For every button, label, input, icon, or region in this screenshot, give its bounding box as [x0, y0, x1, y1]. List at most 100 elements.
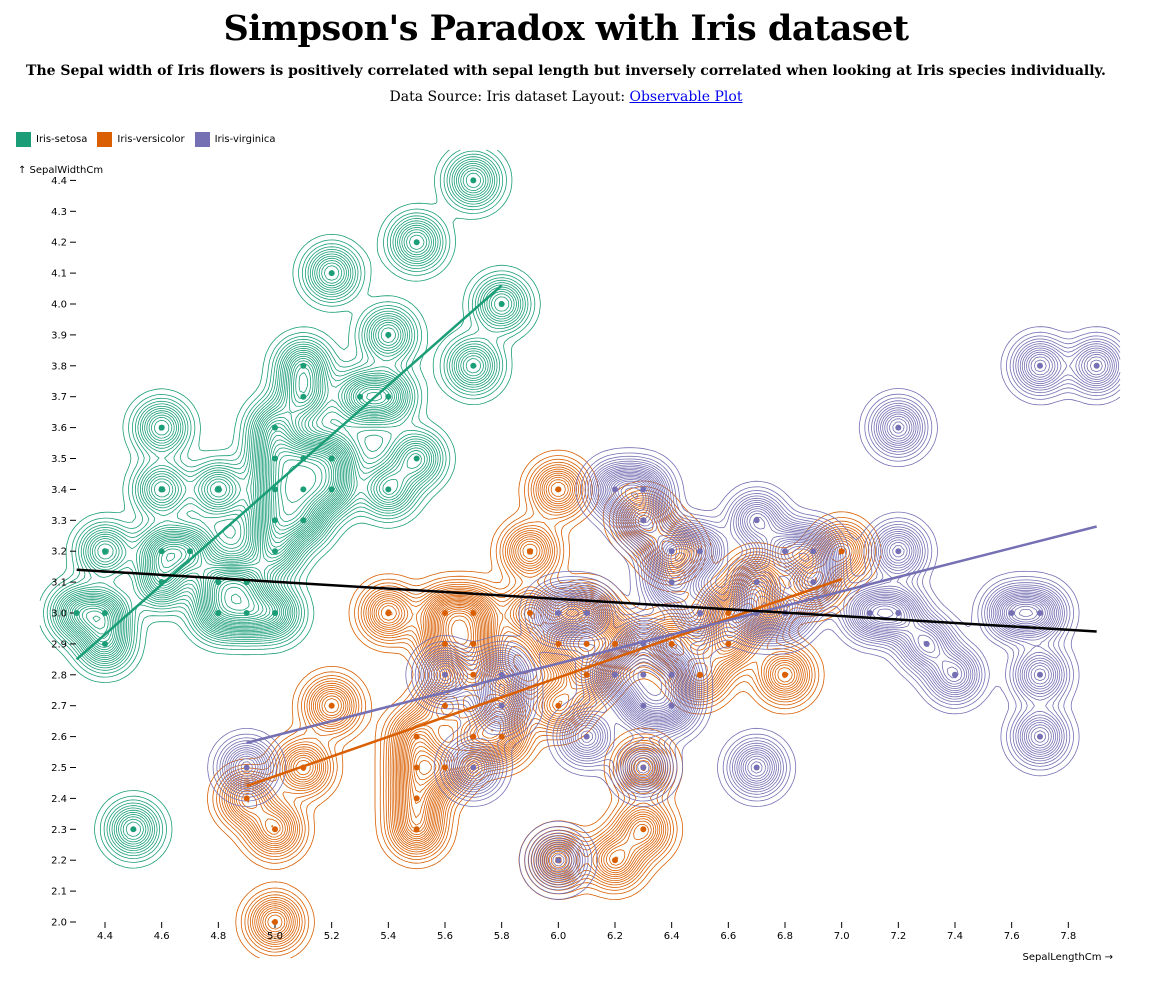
density-contour-line: [81, 435, 338, 635]
data-point: [838, 548, 845, 555]
density-contour-line: [58, 163, 519, 847]
data-point: [810, 579, 817, 586]
data-point: [271, 548, 278, 555]
data-point: [498, 301, 505, 307]
x-tick-label: 7.4: [947, 931, 963, 942]
data-point: [328, 702, 335, 709]
x-tick-label: 5.8: [494, 931, 510, 942]
legend-swatch-virginica: [194, 132, 210, 147]
data-point: [640, 764, 647, 771]
data-point: [328, 455, 335, 462]
density-contour-line: [207, 326, 1121, 900]
data-point: [555, 640, 562, 647]
data-point: [895, 610, 902, 616]
data-point: [725, 610, 732, 616]
data-point: [243, 795, 250, 802]
data-point: [781, 671, 788, 678]
y-tick-label: 3.7: [51, 392, 67, 403]
data-point: [413, 826, 420, 833]
y-tick-label: 3.8: [51, 361, 67, 372]
legend-label-versicolor: Iris-versicolor: [117, 134, 185, 145]
density-contour-line: [224, 455, 327, 611]
y-tick-label: 2.9: [51, 639, 67, 650]
density-contour-line: [46, 150, 532, 859]
data-point: [441, 610, 448, 616]
data-point: [441, 764, 448, 771]
y-tick-label: 4.0: [51, 300, 67, 311]
y-tick-label: 2.5: [51, 763, 67, 774]
data-point: [640, 486, 647, 493]
data-point: [300, 517, 307, 524]
data-point: [696, 610, 703, 616]
legend-item-setosa: Iris-setosa: [16, 132, 87, 147]
y-tick-label: 4.2: [51, 238, 67, 249]
data-point: [215, 579, 222, 586]
data-point: [781, 548, 788, 555]
axes: 2.0 2.1 2.2 2.3 2.4 2.5 2.6 2.7 2.8 2.9 3.0 3.1 3.2 3…: [51, 176, 1076, 942]
data-point: [413, 764, 420, 771]
data-point: [441, 671, 448, 678]
data-point: [158, 424, 165, 431]
data-point: [300, 362, 307, 369]
data-point: [1036, 733, 1043, 740]
density-contour-line: [637, 669, 663, 696]
data-point: [526, 548, 533, 555]
data-point: [1008, 610, 1015, 616]
data-point: [300, 393, 307, 400]
species-regression-line: [246, 525, 1097, 744]
data-point: [753, 517, 760, 524]
data-point: [271, 486, 278, 493]
y-tick-label: 3.6: [51, 423, 67, 434]
data-point: [186, 548, 193, 555]
data-point: [895, 548, 902, 555]
density-contour-line: [230, 349, 1113, 877]
y-tick-label: 2.8: [51, 670, 67, 681]
y-tick-label: 3.1: [51, 578, 67, 589]
observable-plot-link[interactable]: Observable Plot: [629, 89, 743, 105]
y-tick-label: 3.5: [51, 454, 67, 465]
x-axis-label: SepalLengthCm →: [1022, 952, 1113, 963]
data-point: [356, 393, 363, 400]
data-point: [526, 610, 533, 616]
legend-swatch-versicolor: [97, 132, 113, 147]
x-tick-label: 6.2: [607, 931, 623, 942]
data-point: [158, 486, 165, 493]
density-contour-line: [73, 366, 390, 646]
species-regression-line: [246, 577, 843, 788]
x-tick-label: 4.8: [210, 931, 226, 942]
data-point: [271, 826, 278, 833]
density-contour-line: [230, 459, 323, 605]
data-point: [611, 640, 618, 647]
data-point: [385, 610, 392, 616]
data-point: [215, 486, 222, 493]
density-contour-line: [219, 461, 870, 950]
data-source-text: Data Source: Iris dataset Layout:: [389, 89, 630, 105]
data-point: [555, 702, 562, 709]
data-point: [470, 733, 477, 740]
x-tick-label: 6.8: [777, 931, 793, 942]
data-point: [441, 640, 448, 647]
density-contour-line: [216, 335, 1121, 891]
data-point: [923, 640, 930, 647]
legend-item-virginica: Iris-virginica: [194, 132, 275, 147]
data-point: [753, 579, 760, 586]
y-tick-label: 2.4: [51, 794, 67, 805]
data-point: [73, 610, 80, 616]
data-point: [102, 548, 108, 555]
data-point: [1036, 362, 1043, 369]
y-tick-label: 4.3: [51, 207, 67, 218]
density-contour-line: [54, 158, 524, 851]
y-tick-label: 3.0: [51, 609, 67, 620]
data-point: [583, 640, 590, 647]
data-point: [1036, 610, 1043, 616]
data-point: [696, 671, 703, 678]
y-tick-label: 3.2: [51, 547, 67, 558]
x-tick-label: 6.6: [720, 931, 736, 942]
density-contour-line: [219, 338, 1121, 888]
data-point: [470, 671, 477, 678]
data-point: [102, 610, 108, 616]
density-contour-line: [71, 363, 393, 648]
data-point: [866, 610, 873, 616]
data-point: [611, 671, 618, 678]
